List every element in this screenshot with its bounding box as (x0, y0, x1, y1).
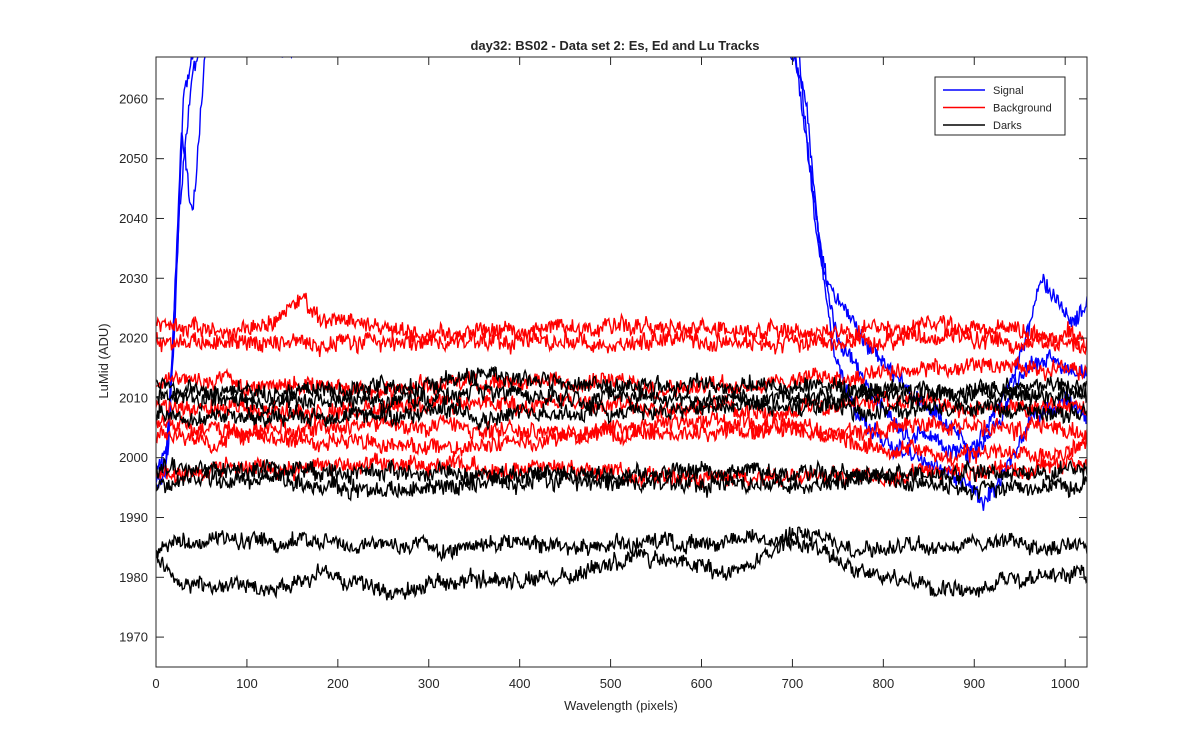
series-background-line-1 (156, 292, 1087, 351)
y-tick-label: 1970 (119, 630, 148, 645)
y-tick-label: 2060 (119, 91, 148, 106)
y-tick-label: 2010 (119, 390, 148, 405)
x-tick-label: 100 (236, 676, 258, 691)
series-signal-line-3 (156, 57, 1087, 511)
y-tick-label: 1990 (119, 510, 148, 525)
legend-label-background: Background (993, 103, 1052, 115)
series-background-line-2 (156, 326, 1087, 358)
y-axis-label: LuMid (ADU) (96, 323, 111, 398)
series-signal-line-2 (156, 57, 1087, 484)
legend-label-signal: Signal (993, 85, 1024, 97)
y-tick-label: 1980 (119, 570, 148, 585)
y-tick-label: 2030 (119, 271, 148, 286)
series-background-line-6 (156, 417, 1087, 468)
plot-area (156, 57, 1087, 667)
series-darks-line-1 (156, 365, 1087, 406)
y-tick-label: 2000 (119, 450, 148, 465)
x-tick-label: 200 (327, 676, 349, 691)
series-background-line-5 (156, 408, 1087, 445)
series-background-line-3 (156, 355, 1087, 401)
y-tick-label: 2050 (119, 151, 148, 166)
series-darks-line-7 (156, 535, 1087, 601)
x-tick-label: 900 (963, 676, 985, 691)
x-axis-label: Wavelength (pixels) (564, 698, 678, 713)
x-tick-label: 0 (152, 676, 159, 691)
series-darks-line-5 (156, 465, 1087, 502)
x-tick-label: 600 (691, 676, 713, 691)
series-darks-line-6 (156, 526, 1087, 563)
series-darks-line-2 (156, 378, 1087, 416)
x-tick-label: 500 (600, 676, 622, 691)
x-tick-label: 800 (872, 676, 894, 691)
chart-title: day32: BS02 - Data set 2: Es, Ed and Lu … (470, 38, 759, 53)
series-darks-line-3 (156, 393, 1087, 431)
legend: Signal Background Darks (934, 76, 1066, 136)
x-tick-label: 300 (418, 676, 440, 691)
axes-box (155, 56, 1088, 668)
x-tick-label: 400 (509, 676, 531, 691)
x-tick-label: 700 (782, 676, 804, 691)
y-tick-label: 2020 (119, 331, 148, 346)
legend-label-darks: Darks (993, 120, 1022, 132)
y-tick-label: 2040 (119, 211, 148, 226)
x-tick-label: 1000 (1051, 676, 1080, 691)
